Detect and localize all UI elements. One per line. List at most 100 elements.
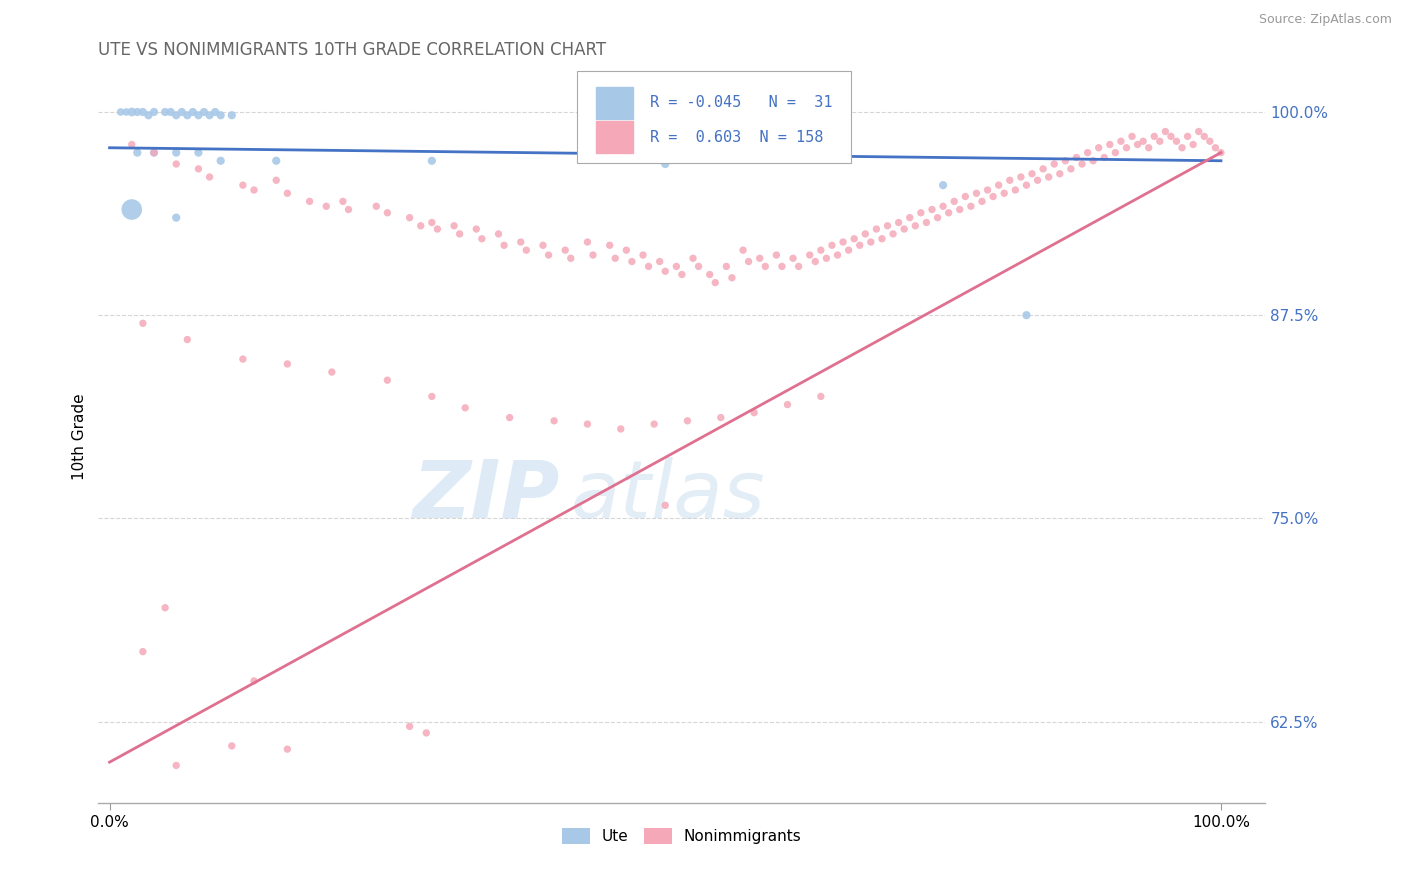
Point: [1049, 167, 1071, 181]
Point: [187, 161, 209, 176]
Point: [921, 202, 943, 217]
Point: [949, 202, 972, 217]
Point: [198, 108, 221, 122]
Point: [132, 316, 155, 330]
Point: [654, 157, 676, 171]
Point: [643, 417, 665, 431]
Point: [332, 194, 354, 209]
Point: [176, 108, 198, 122]
Point: [232, 352, 254, 367]
Point: [637, 260, 659, 274]
Point: [243, 183, 266, 197]
Point: [377, 206, 399, 220]
Point: [420, 215, 443, 229]
Point: [688, 260, 710, 274]
Point: [981, 189, 1004, 203]
Point: [599, 238, 621, 252]
FancyBboxPatch shape: [596, 87, 633, 119]
Point: [787, 260, 810, 274]
Point: [927, 211, 949, 225]
Point: [132, 105, 155, 120]
Point: [454, 401, 477, 415]
Point: [209, 108, 232, 122]
Point: [138, 108, 160, 122]
Point: [716, 260, 738, 274]
Point: [409, 219, 432, 233]
Point: [398, 719, 420, 733]
Point: [1143, 129, 1166, 144]
Point: [187, 145, 209, 160]
Text: atlas: atlas: [571, 457, 766, 534]
Point: [1060, 161, 1083, 176]
Point: [1087, 141, 1109, 155]
Point: [682, 252, 704, 266]
Point: [970, 194, 993, 209]
Point: [960, 199, 983, 213]
Point: [1137, 141, 1160, 155]
Point: [315, 199, 337, 213]
Point: [1010, 169, 1032, 184]
Point: [366, 199, 388, 213]
Point: [1171, 141, 1194, 155]
Point: [1177, 129, 1199, 144]
Point: [165, 211, 187, 225]
Point: [443, 219, 465, 233]
Point: [614, 243, 637, 257]
Point: [209, 153, 232, 168]
Point: [127, 105, 149, 120]
Point: [337, 202, 360, 217]
Point: [1121, 129, 1143, 144]
Point: [1081, 153, 1104, 168]
Point: [810, 243, 832, 257]
Point: [1015, 308, 1038, 322]
Point: [1104, 145, 1126, 160]
Point: [699, 268, 721, 282]
Point: [737, 254, 759, 268]
Point: [965, 186, 987, 201]
Point: [748, 252, 770, 266]
FancyBboxPatch shape: [596, 121, 633, 153]
Point: [121, 137, 143, 152]
Point: [143, 105, 166, 120]
Point: [827, 248, 849, 262]
Point: [605, 252, 627, 266]
Point: [221, 739, 243, 753]
Point: [143, 145, 166, 160]
Point: [1032, 161, 1054, 176]
Point: [1021, 167, 1043, 181]
Point: [742, 406, 765, 420]
Text: UTE VS NONIMMIGRANTS 10TH GRADE CORRELATION CHART: UTE VS NONIMMIGRANTS 10TH GRADE CORRELAT…: [98, 41, 606, 59]
Point: [804, 254, 827, 268]
Point: [631, 248, 654, 262]
Point: [1026, 173, 1049, 187]
Point: [298, 194, 321, 209]
Point: [576, 235, 599, 249]
Point: [498, 410, 520, 425]
Point: [844, 232, 866, 246]
Point: [676, 414, 699, 428]
Point: [654, 264, 676, 278]
Point: [810, 389, 832, 403]
Point: [1182, 137, 1205, 152]
Point: [1166, 134, 1188, 148]
Point: [276, 357, 298, 371]
Point: [1188, 124, 1211, 138]
Point: [1015, 178, 1038, 193]
Point: [1066, 151, 1088, 165]
Point: [321, 365, 343, 379]
Point: [121, 202, 143, 217]
Point: [170, 105, 193, 120]
Text: R = -0.045   N =  31: R = -0.045 N = 31: [651, 95, 832, 111]
Point: [765, 248, 787, 262]
Point: [1109, 134, 1132, 148]
Point: [721, 270, 744, 285]
Point: [176, 333, 198, 347]
Point: [420, 153, 443, 168]
Point: [165, 108, 187, 122]
Point: [415, 726, 437, 740]
Point: [181, 105, 204, 120]
Point: [159, 105, 181, 120]
Point: [232, 178, 254, 193]
Point: [121, 105, 143, 120]
Point: [671, 268, 693, 282]
